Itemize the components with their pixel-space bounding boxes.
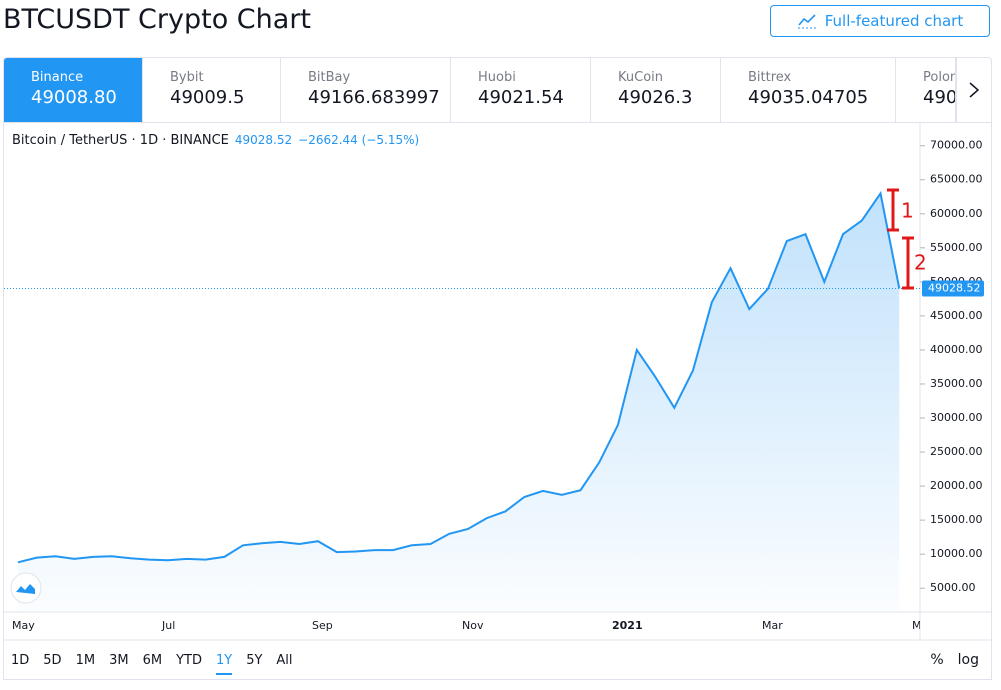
y-tick-label: 25000.00	[930, 445, 983, 458]
scale-button[interactable]: %	[930, 652, 944, 668]
annotation: 2	[914, 251, 927, 275]
y-tick-label: 55000.00	[930, 241, 983, 254]
exchange-price: 49166.683997	[308, 87, 440, 108]
range-button[interactable]: 1Y	[209, 653, 239, 675]
range-button[interactable]: All	[276, 652, 293, 668]
logo-mark	[16, 584, 35, 594]
range-button[interactable]: 6M	[142, 652, 163, 668]
price-axis: 5000.00 10000.00 15000.00 20000.00 25000.00 3…	[920, 139, 984, 594]
annotation-brackets	[887, 188, 914, 290]
range-button[interactable]: YTD	[176, 652, 202, 668]
range-button[interactable]: 5Y	[246, 652, 263, 668]
symbol-info: Bitcoin / TetherUS · 1D · BINANCE 49028.5…	[12, 133, 419, 148]
y-tick-label: 65000.00	[930, 173, 983, 186]
page-title: BTCUSDT Crypto Chart	[3, 4, 312, 35]
chart-frame	[3, 122, 992, 680]
y-tick-label: 15000.00	[930, 513, 983, 526]
exchange-name: Bybit	[170, 70, 204, 85]
annotation: 1	[901, 199, 914, 223]
range-button[interactable]: 1D	[11, 652, 30, 668]
exchange-tab[interactable]: Binance 49008.80	[4, 58, 143, 122]
exchange-tab[interactable]: Bybit 49009.5	[143, 58, 281, 122]
y-tick-label: 45000.00	[930, 309, 983, 322]
x-tick-label: May	[912, 619, 935, 632]
range-button[interactable]: 3M	[109, 652, 129, 668]
exchange-price: 49035.04705	[748, 87, 869, 108]
exchange-tabs: Binance 49008.80 Bybit 49009.5 BitBay 49166.6…	[3, 57, 992, 122]
exchange-name: Bittrex	[748, 70, 792, 85]
chart-icon	[797, 14, 816, 29]
arrow-icon	[969, 82, 980, 98]
symbol-name: Bitcoin / TetherUS · 1D · BINANCE	[12, 133, 229, 148]
exchange-name: BitBay	[308, 70, 351, 85]
range-button[interactable]: 5D	[43, 652, 62, 668]
exchange-price: 49008.80	[31, 87, 117, 108]
exchange-name: Polon	[923, 70, 956, 85]
exchange-price: 49009.5	[170, 87, 245, 108]
last-price-box	[922, 280, 984, 297]
symbol-price: 49028.52	[234, 133, 293, 147]
x-tick-label: May	[12, 619, 35, 632]
exchange-tab[interactable]: Bittrex 49035.04705	[721, 58, 896, 122]
exchange-name: Huobi	[478, 70, 516, 85]
exchange-tab[interactable]: BitBay 49166.683997	[281, 58, 451, 122]
x-tick-label: Sep	[312, 619, 333, 632]
exchange-tab[interactable]: Huobi 49021.54	[451, 58, 591, 122]
y-tick-label: 60000.00	[930, 207, 983, 220]
area-fill	[18, 193, 900, 610]
exchange-tab[interactable]: KuCoin 49026.3	[591, 58, 721, 122]
y-tick-label: 5000.00	[930, 581, 976, 594]
exchange-price: 49021.54	[478, 87, 564, 108]
y-tick-label: 40000.00	[930, 343, 983, 356]
full-chart-button[interactable]: Full-featured chart	[770, 5, 990, 37]
exchange-tab[interactable]: Polon 4902	[896, 58, 956, 122]
scale-button[interactable]: log	[957, 652, 979, 668]
scroll-arrow[interactable]	[956, 58, 991, 122]
plot: May Jul Sep Nov 2021 Mar May	[4, 190, 935, 632]
exchange-price: 49026.3	[618, 87, 693, 108]
exchange-name: Binance	[31, 70, 84, 85]
symbol-change: −2662.44 (−5.15%)	[298, 133, 420, 147]
range-bar: 1D 5D 1M 3M 6M YTD 1Y 5Y All% log	[4, 641, 991, 679]
range-button[interactable]: 1M	[75, 652, 96, 668]
x-tick-label: Nov	[462, 619, 484, 632]
x-tick-label: Jul	[161, 619, 175, 632]
scale-buttons: % log	[930, 652, 991, 668]
last-price-label: 49028.52	[928, 281, 981, 294]
y-tick-label: 35000.00	[930, 377, 983, 390]
logo	[10, 572, 42, 604]
y-tick-label: 30000.00	[930, 411, 983, 424]
exchange-name: KuCoin	[618, 70, 663, 85]
x-tick-label: 2021	[612, 619, 643, 632]
y-tick-label: 10000.00	[930, 547, 983, 560]
y-tick-label: 70000.00	[930, 139, 983, 152]
y-tick-label: 20000.00	[930, 479, 983, 492]
exchange-price: 4902	[923, 87, 955, 108]
price-line	[17, 190, 901, 564]
x-tick-label: Mar	[762, 619, 783, 632]
button-label: Full-featured chart	[824, 12, 964, 30]
